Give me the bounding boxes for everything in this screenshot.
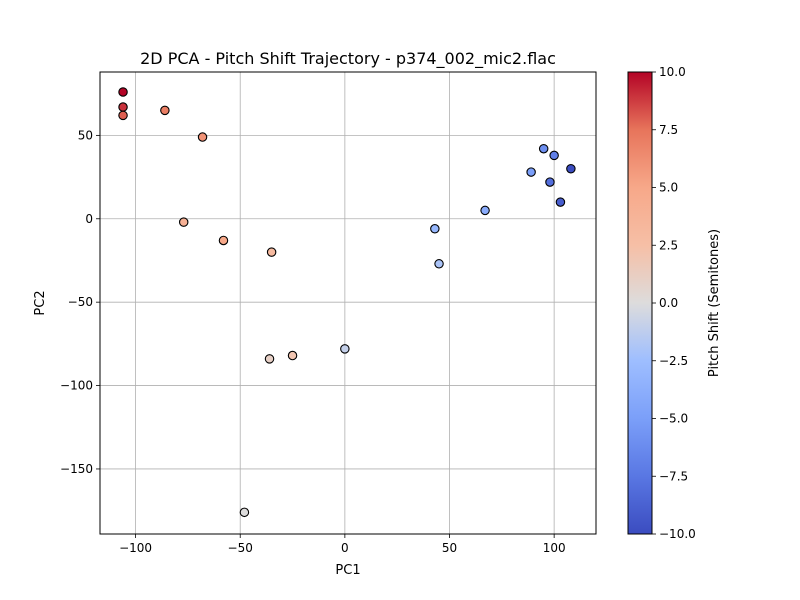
data-point: [178, 217, 189, 227]
data-point: [118, 110, 128, 121]
data-point: [430, 224, 440, 234]
colorbar-tick-label: −10.0: [659, 527, 696, 541]
data-point: [287, 350, 298, 361]
x-axis-label: PC1: [335, 563, 360, 578]
y-tick-label: 0: [85, 212, 93, 226]
colorbar-tick-label: −5.0: [659, 412, 688, 426]
plot-background: [100, 72, 596, 534]
x-axis-ticks: −100 −50 0 50 100: [119, 534, 566, 555]
data-point: [118, 102, 128, 112]
data-point: [266, 247, 277, 257]
y-tick-label: −150: [60, 462, 93, 476]
y-axis-label: PC2: [33, 290, 48, 315]
colorbar: 10.0 7.5 5.0 2.5 0.0 −2.5 −5.0 −7.5 −10.0 Pitch …: [627, 65, 722, 541]
plot-area: −100 −50 0 50 100 50 0 −50 −100 −150: [60, 71, 597, 555]
data-point: [434, 259, 444, 269]
data-point: [480, 205, 490, 216]
x-tick-label: 50: [442, 541, 457, 555]
scatter-points: [118, 87, 576, 518]
data-point: [538, 143, 549, 154]
data-point: [218, 235, 229, 246]
colorbar-gradient: [627, 71, 653, 535]
data-point: [545, 177, 555, 187]
data-point: [340, 344, 350, 354]
x-tick-label: 100: [543, 541, 566, 555]
data-point: [160, 105, 170, 116]
y-axis-ticks: 50 0 −50 −100 −150: [60, 128, 100, 476]
colorbar-tick-label: 10.0: [659, 65, 686, 79]
x-tick-label: −100: [119, 541, 152, 555]
grid: [100, 72, 596, 534]
colorbar-ticks: 10.0 7.5 5.0 2.5 0.0 −2.5 −5.0 −7.5 −10.0: [652, 65, 696, 541]
x-tick-label: −50: [228, 541, 253, 555]
colorbar-tick-label: −2.5: [659, 354, 688, 368]
y-tick-label: 50: [78, 128, 93, 142]
chart-title: 2D PCA - Pitch Shift Trajectory - p374_0…: [140, 49, 556, 69]
data-point: [239, 507, 250, 518]
data-point: [526, 167, 536, 177]
colorbar-tick-label: −7.5: [659, 469, 688, 483]
data-point: [118, 87, 128, 97]
y-tick-label: −100: [60, 379, 93, 393]
y-tick-label: −50: [68, 295, 93, 309]
data-point: [566, 163, 576, 174]
colorbar-tick-label: 7.5: [659, 123, 678, 137]
data-point: [549, 150, 559, 161]
data-point: [555, 197, 566, 207]
data-point: [197, 132, 208, 142]
colorbar-tick-label: 5.0: [659, 181, 678, 195]
colorbar-label: Pitch Shift (Semitones): [707, 229, 722, 377]
plot-frame: [99, 71, 597, 535]
x-tick-label: 0: [341, 541, 349, 555]
data-point: [264, 354, 275, 364]
colorbar-tick-label: 2.5: [659, 238, 678, 252]
colorbar-tick-label: 0.0: [659, 296, 678, 310]
